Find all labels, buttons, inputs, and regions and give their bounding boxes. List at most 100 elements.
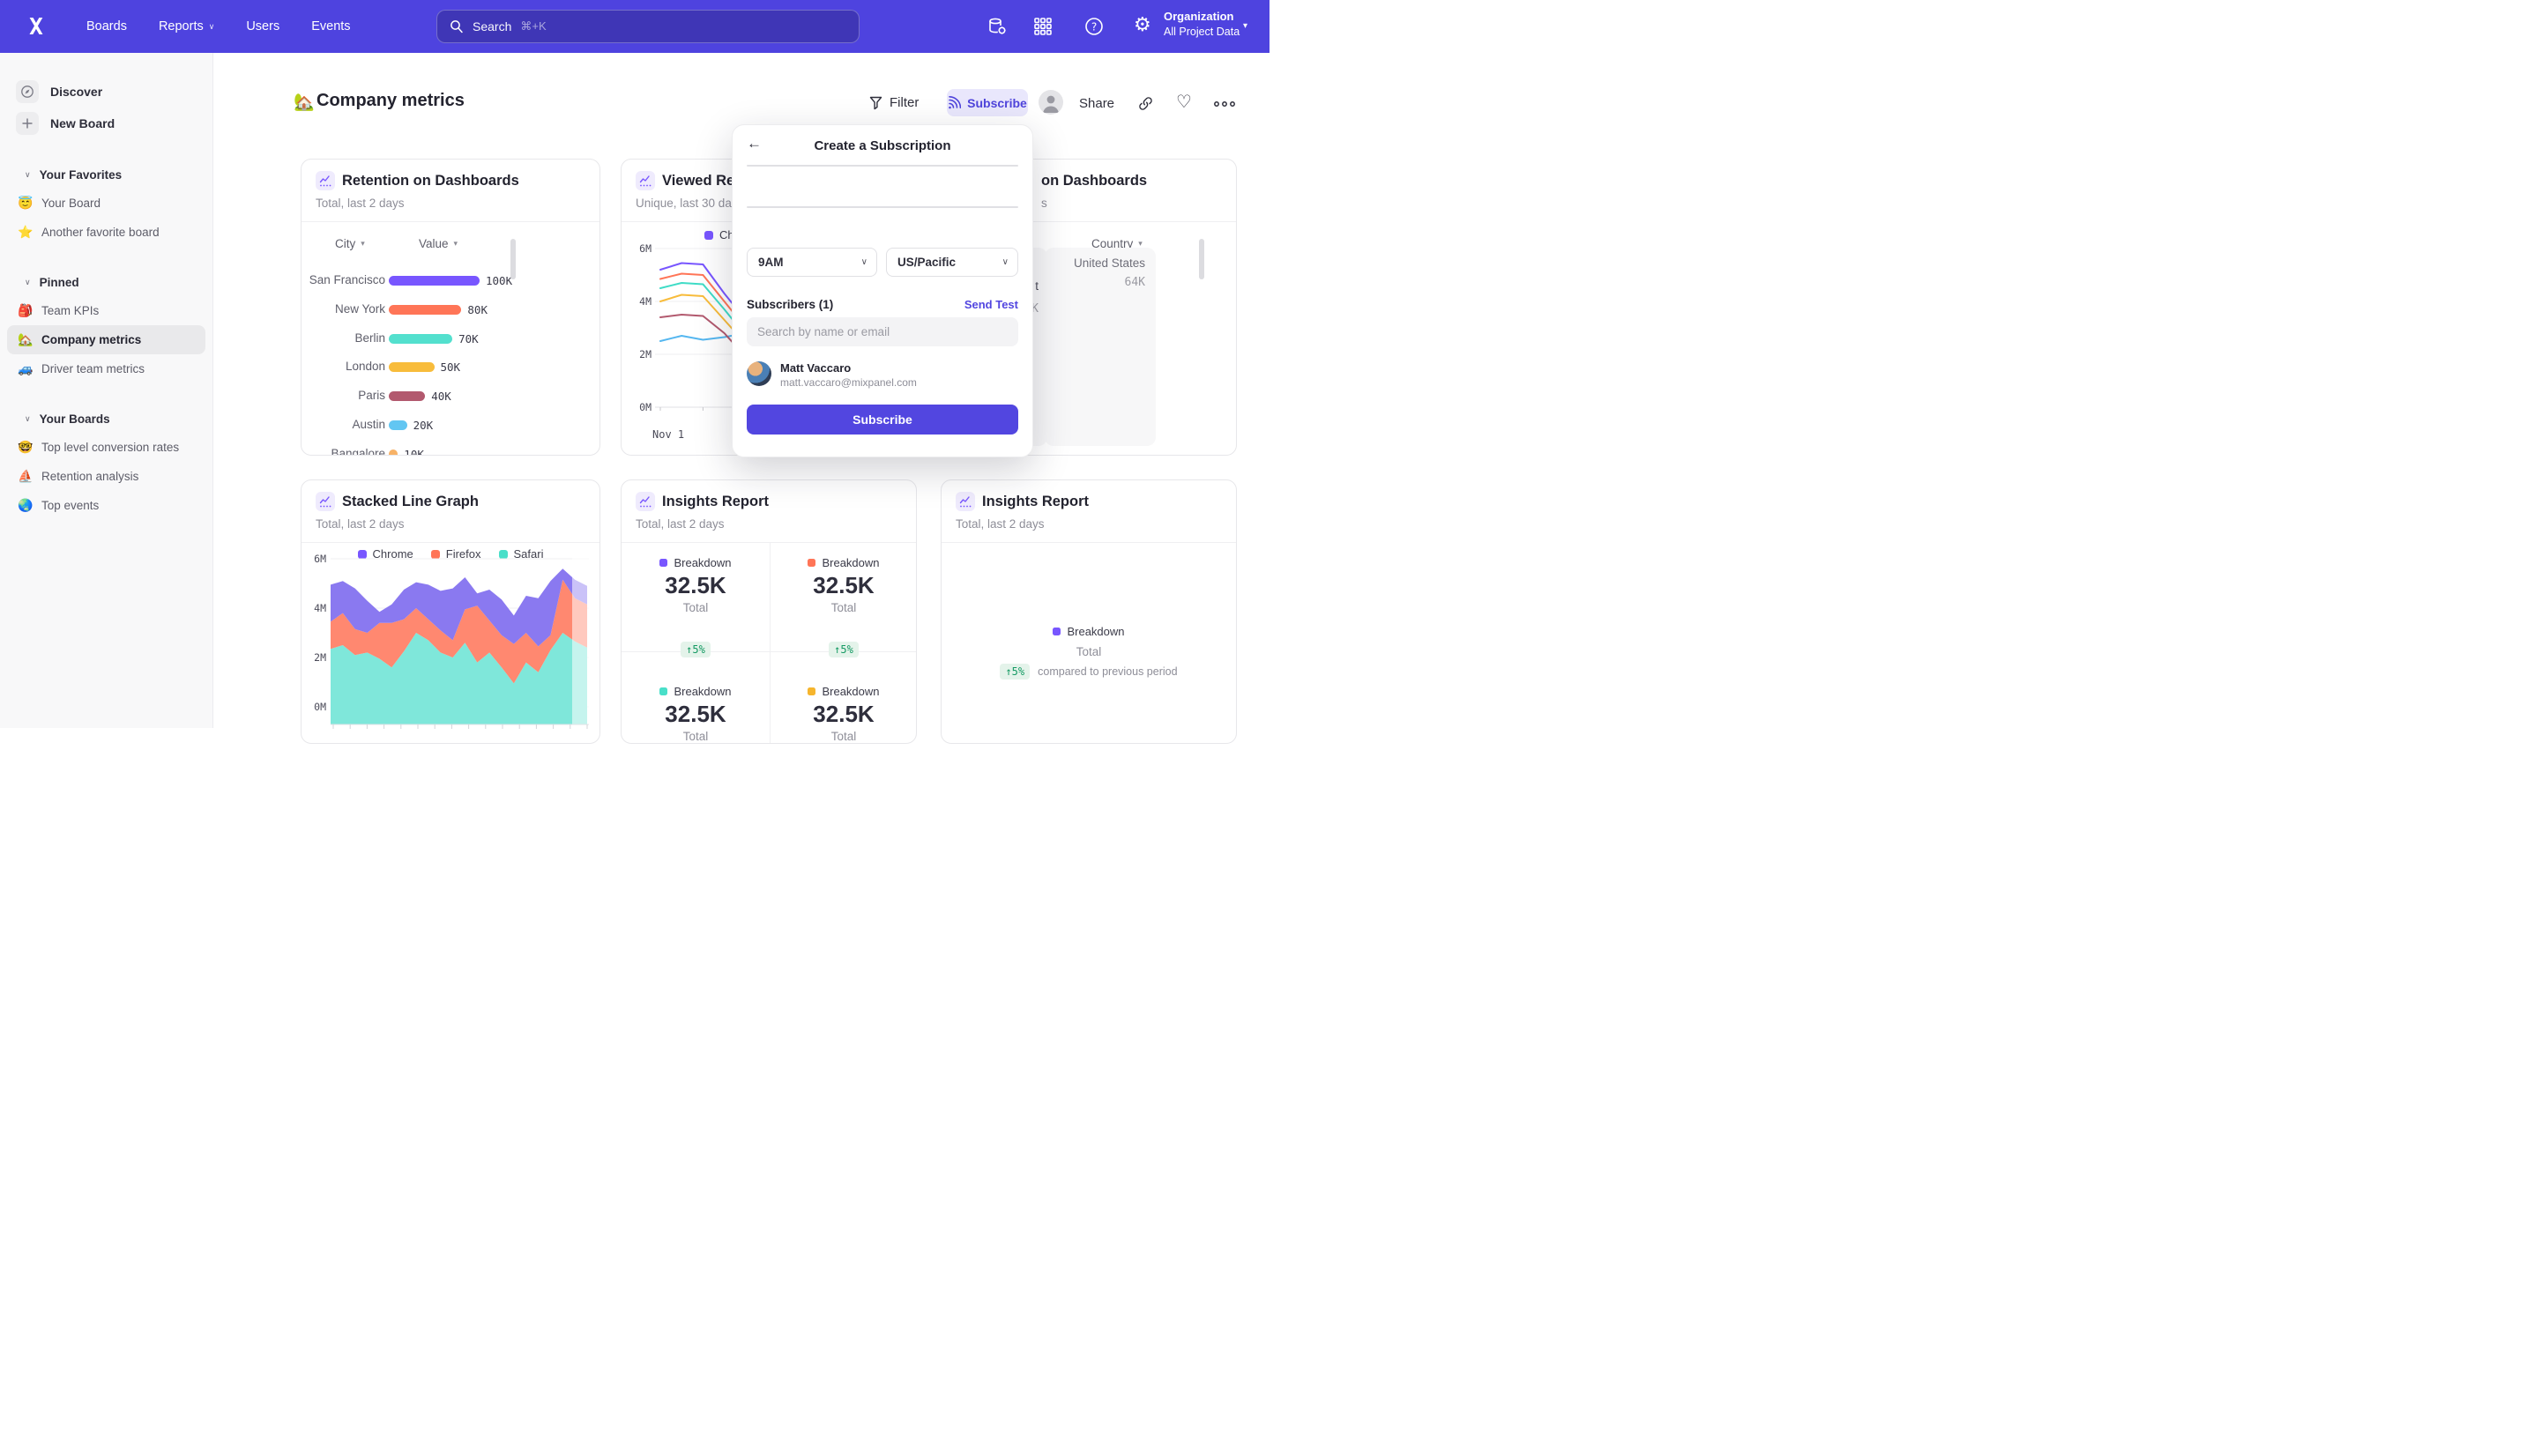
board-emoji: 🌏 xyxy=(18,498,34,512)
search-input[interactable]: Search ⌘+K xyxy=(436,10,860,43)
filter-label: Filter xyxy=(890,95,920,110)
chart-legend: Chrome Firefox Safari xyxy=(302,547,599,561)
rss-icon xyxy=(949,96,962,109)
subscriber-name: Matt Vaccaro xyxy=(780,361,852,375)
data-management-icon[interactable] xyxy=(987,16,1008,37)
city-label: Paris xyxy=(358,389,385,403)
settings-gear-icon[interactable]: ⚙ xyxy=(1134,13,1151,35)
table-row[interactable]: Austin 20K xyxy=(302,411,599,440)
table-row[interactable]: Berlin 70K xyxy=(302,324,599,353)
legend-item-chrome[interactable]: Chrome xyxy=(357,547,413,561)
sidebar-item-discover[interactable]: Discover xyxy=(7,76,205,108)
sidebar-item-top-events[interactable]: 🌏 Top events xyxy=(7,491,205,520)
sidebar-item-another-favorite-board[interactable]: ⭐ Another favorite board xyxy=(7,218,205,247)
country-cell-united-states[interactable]: United States 64K xyxy=(1045,248,1156,446)
sidebar-item-top-level-conversion-rates[interactable]: 🤓 Top level conversion rates xyxy=(7,433,205,462)
breakdown-label-row: Breakdown xyxy=(622,556,770,569)
legend-item-firefox[interactable]: Firefox xyxy=(430,547,481,561)
send-test-link[interactable]: Send Test xyxy=(964,298,1018,311)
timezone-select[interactable]: US/Pacific ∨ xyxy=(886,248,1018,277)
delta-badge: ↑5% xyxy=(1000,664,1031,680)
time-select[interactable]: 9AM ∨ xyxy=(747,248,877,277)
breakdown-label: Breakdown xyxy=(674,685,732,698)
share-button[interactable]: Share xyxy=(1079,96,1115,111)
sidebar-item-your-board[interactable]: 😇 Your Board xyxy=(7,189,205,218)
delta-row: ↑5% xyxy=(622,642,770,657)
apps-grid-icon[interactable] xyxy=(1032,16,1054,37)
column-header-country[interactable]: Country ▾ xyxy=(1091,237,1143,250)
nav-boards[interactable]: Boards xyxy=(86,19,127,33)
chevron-down-icon: ∨ xyxy=(25,169,31,179)
table-row[interactable]: San Francisco 100K xyxy=(302,266,599,295)
metric-value: 32.5K xyxy=(813,701,875,727)
value-bar[interactable] xyxy=(389,276,480,286)
sort-caret-icon: ▾ xyxy=(361,239,365,248)
legend-swatch xyxy=(357,549,367,559)
sidebar-item-driver-team-metrics[interactable]: 🚙 Driver team metrics xyxy=(7,354,205,383)
card-subtitle: Total, last 2 days xyxy=(316,197,405,210)
mixpanel-logo[interactable]: X xyxy=(23,13,49,40)
sidebar-section-header[interactable]: ∨ Your Favorites xyxy=(0,160,212,189)
sidebar-item-new-board[interactable]: New Board xyxy=(7,108,205,139)
sidebar-item-retention-analysis[interactable]: ⛵ Retention analysis xyxy=(7,462,205,491)
chevron-down-icon: ∨ xyxy=(1001,257,1009,267)
sidebar-item-team-kpis[interactable]: 🎒 Team KPIs xyxy=(7,296,205,325)
top-navbar: X Boards Reports ∨ Users Events Search ⌘+… xyxy=(0,0,1270,53)
total-label: Total xyxy=(830,601,857,614)
column-header-value[interactable]: Value ▾ xyxy=(419,237,458,250)
nav-events[interactable]: Events xyxy=(311,19,351,33)
value-bar[interactable] xyxy=(389,362,435,373)
scrollbar[interactable] xyxy=(510,239,516,279)
value-bar[interactable] xyxy=(389,449,398,455)
divider xyxy=(622,651,916,652)
copy-link-icon[interactable] xyxy=(1137,95,1154,112)
scrollbar[interactable] xyxy=(1199,239,1204,279)
value-bar[interactable] xyxy=(389,420,407,430)
sidebar-item-company-metrics[interactable]: 🏡 Company metrics xyxy=(7,325,205,354)
board-emoji: 🤓 xyxy=(18,440,34,454)
sidebar-section-header[interactable]: ∨ Your Boards xyxy=(0,405,212,433)
org-switcher[interactable]: Organization All Project Data xyxy=(1164,10,1240,38)
value-bar[interactable] xyxy=(389,333,453,344)
nav-reports[interactable]: Reports ∨ xyxy=(158,19,215,33)
table-row[interactable]: Bangalore 10K xyxy=(302,440,599,455)
favorite-heart-icon[interactable]: ♡ xyxy=(1176,93,1192,112)
sidebar-item-label: Team KPIs xyxy=(41,304,100,317)
nav-users[interactable]: Users xyxy=(246,19,280,33)
total-label: Total xyxy=(1076,645,1102,658)
help-icon[interactable]: ? xyxy=(1083,16,1105,37)
metric-value: 32.5K xyxy=(813,572,875,598)
breakdown-label-row: Breakdown xyxy=(770,556,916,569)
table-row[interactable]: New York 80K xyxy=(302,295,599,324)
breakdown-label: Breakdown xyxy=(822,556,880,569)
legend-swatch xyxy=(498,549,508,559)
back-arrow-icon[interactable]: ← xyxy=(747,135,762,152)
svg-text:6M: 6M xyxy=(314,553,326,565)
subscriber-search-input[interactable]: Search by name or email xyxy=(747,317,1018,346)
legend-item-safari[interactable]: Safari xyxy=(498,547,543,561)
card-insights-report-tiles: Insights Report Total, last 2 days Break… xyxy=(621,479,917,744)
avatar[interactable] xyxy=(1039,90,1063,115)
value-bar[interactable] xyxy=(389,304,462,315)
breakdown-label: Breakdown xyxy=(822,685,880,698)
total-label: Total xyxy=(682,730,709,743)
filter-button[interactable]: Filter xyxy=(869,95,919,110)
more-options-icon[interactable] xyxy=(1213,100,1236,108)
table-row[interactable]: Paris 40K xyxy=(302,382,599,411)
modal-subscribe-button[interactable]: Subscribe xyxy=(747,405,1018,435)
breakdown-label-row: Breakdown xyxy=(622,685,770,698)
column-header-city[interactable]: City ▾ xyxy=(335,237,365,250)
table-row[interactable]: London 50K xyxy=(302,353,599,382)
card-retention-on-dashboards: Retention on Dashboards Total, last 2 da… xyxy=(301,159,600,456)
breakdown-label-row: Breakdown xyxy=(770,685,916,698)
section-label: Pinned xyxy=(39,275,79,289)
value-bar[interactable] xyxy=(389,391,426,402)
card-title: Insights Report xyxy=(662,494,770,509)
search-shortcut: ⌘+K xyxy=(520,19,547,33)
sidebar-section-header[interactable]: ∨ Pinned xyxy=(0,268,212,296)
subscribe-button[interactable]: Subscribe xyxy=(947,89,1028,116)
